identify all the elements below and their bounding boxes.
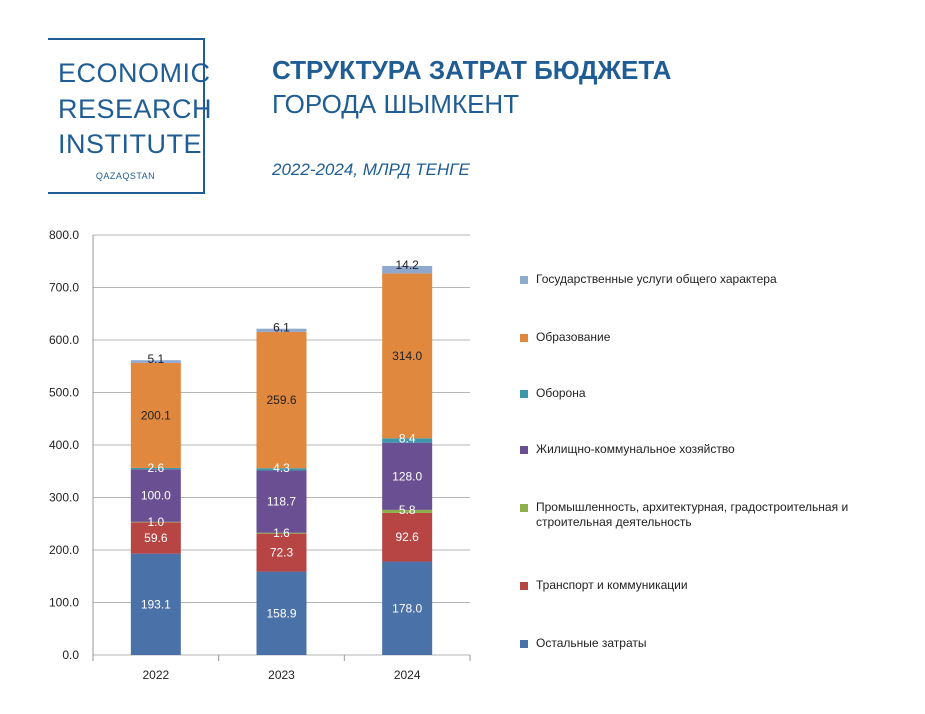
data-label: 158.9 xyxy=(266,606,296,620)
logo-line-2: RESEARCH xyxy=(58,94,213,124)
x-tick-label: 2024 xyxy=(394,668,421,682)
data-label: 5.1 xyxy=(147,352,164,366)
legend-item: Жилищно-коммунальное хозяйство xyxy=(520,442,890,457)
y-tick-label: 500.0 xyxy=(49,386,79,400)
legend-item: Остальные затраты xyxy=(520,636,890,651)
legend-item: Транспорт и коммуникации xyxy=(520,578,890,593)
data-label: 6.1 xyxy=(273,321,290,335)
bar-segment-2022-series-5 xyxy=(130,362,181,468)
y-tick-label: 0.0 xyxy=(62,648,79,662)
bar-segment-2023-series-5 xyxy=(256,331,307,469)
data-label: 1.0 xyxy=(147,515,164,529)
data-label: 72.3 xyxy=(270,546,294,560)
bar-segment-2024-series-3 xyxy=(382,442,433,510)
legend-swatch xyxy=(520,390,528,398)
bar-segment-2022-series-1 xyxy=(130,522,181,554)
legend-label: Жилищно-коммунальное хозяйство xyxy=(536,442,735,456)
data-label: 59.6 xyxy=(144,531,168,545)
data-label: 259.6 xyxy=(266,393,296,407)
data-label: 1.6 xyxy=(273,526,290,540)
legend-swatch xyxy=(520,640,528,648)
data-label: 92.6 xyxy=(395,530,419,544)
bar-segment-2022-series-6 xyxy=(130,360,181,363)
data-label: 118.7 xyxy=(267,495,296,509)
bar-segment-2024-series-2 xyxy=(382,509,433,513)
data-label: 2.6 xyxy=(147,461,164,475)
data-label: 100.0 xyxy=(141,489,171,503)
legend-label: Промышленность, архитектурная, градостро… xyxy=(536,500,849,529)
bar-segment-2024-series-5 xyxy=(382,273,433,439)
x-tick-label: 2022 xyxy=(142,668,169,682)
bar-segment-2024-series-0 xyxy=(382,561,433,655)
bar-segment-2023-series-6 xyxy=(256,328,307,332)
bar-segment-2023-series-4 xyxy=(256,468,307,471)
legend-item: Промышленность, архитектурная, градостро… xyxy=(520,500,890,530)
legend-swatch xyxy=(520,504,528,512)
y-tick-label: 300.0 xyxy=(49,491,79,505)
page-subtitle: 2022-2024, МЛРД ТЕНГЕ xyxy=(272,160,470,179)
legend-swatch xyxy=(520,446,528,454)
bar-segment-2022-series-0 xyxy=(130,553,181,655)
x-tick-label: 2023 xyxy=(268,668,295,682)
y-tick-label: 200.0 xyxy=(49,543,79,557)
legend-label: Образование xyxy=(536,330,611,344)
bar-segment-2023-series-1 xyxy=(256,533,307,572)
legend-label: Транспорт и коммуникации xyxy=(536,578,688,592)
page-title: СТРУКТУРА ЗАТРАТ БЮДЖЕТА xyxy=(272,55,672,85)
bar-segment-2022-series-3 xyxy=(130,469,181,522)
bar-segment-2024-series-4 xyxy=(382,438,433,443)
data-label: 200.1 xyxy=(141,408,171,422)
bar-segment-2023-series-3 xyxy=(256,470,307,533)
data-label: 5.8 xyxy=(399,503,416,517)
y-tick-label: 800.0 xyxy=(49,228,79,242)
legend-item: Оборона xyxy=(520,386,890,401)
data-label: 8.4 xyxy=(399,431,416,445)
data-label: 193.1 xyxy=(141,597,171,611)
logo-line-1: ECONOMIC xyxy=(58,58,211,88)
bar-segment-2024-series-1 xyxy=(382,512,433,562)
logo-subtext: QAZAQSTAN xyxy=(95,171,156,181)
bar-segment-2023-series-0 xyxy=(256,571,307,655)
y-tick-label: 600.0 xyxy=(49,333,79,347)
legend-label: Оборона xyxy=(536,386,586,400)
data-label: 128.0 xyxy=(392,469,422,483)
bar-segment-2024-series-6 xyxy=(382,265,433,274)
page-title-second-line: ГОРОДА ШЫМКЕНТ xyxy=(272,89,520,119)
bar-segment-2022-series-2 xyxy=(130,521,181,523)
data-label: 4.3 xyxy=(273,461,290,475)
legend-item: Государственные услуги общего характера xyxy=(520,272,890,287)
y-tick-label: 100.0 xyxy=(49,596,79,610)
y-tick-label: 400.0 xyxy=(49,438,79,452)
y-tick-label: 700.0 xyxy=(49,281,79,295)
bar-segment-2023-series-2 xyxy=(256,532,307,534)
legend-label: Остальные затраты xyxy=(536,636,647,650)
legend-label: Государственные услуги общего характера xyxy=(536,272,777,286)
data-label: 314.0 xyxy=(392,349,422,363)
data-label: 178.0 xyxy=(392,601,422,615)
bar-segment-2022-series-4 xyxy=(130,467,181,470)
logo-line-3: INSTITUTE xyxy=(58,129,202,159)
legend-swatch xyxy=(520,276,528,284)
logo: ECONOMIC RESEARCH INSTITUTE QAZAQSTAN xyxy=(48,38,212,194)
legend-swatch xyxy=(520,582,528,590)
legend-swatch xyxy=(520,334,528,342)
data-label: 14.2 xyxy=(395,258,419,272)
legend-item: Образование xyxy=(520,330,890,345)
